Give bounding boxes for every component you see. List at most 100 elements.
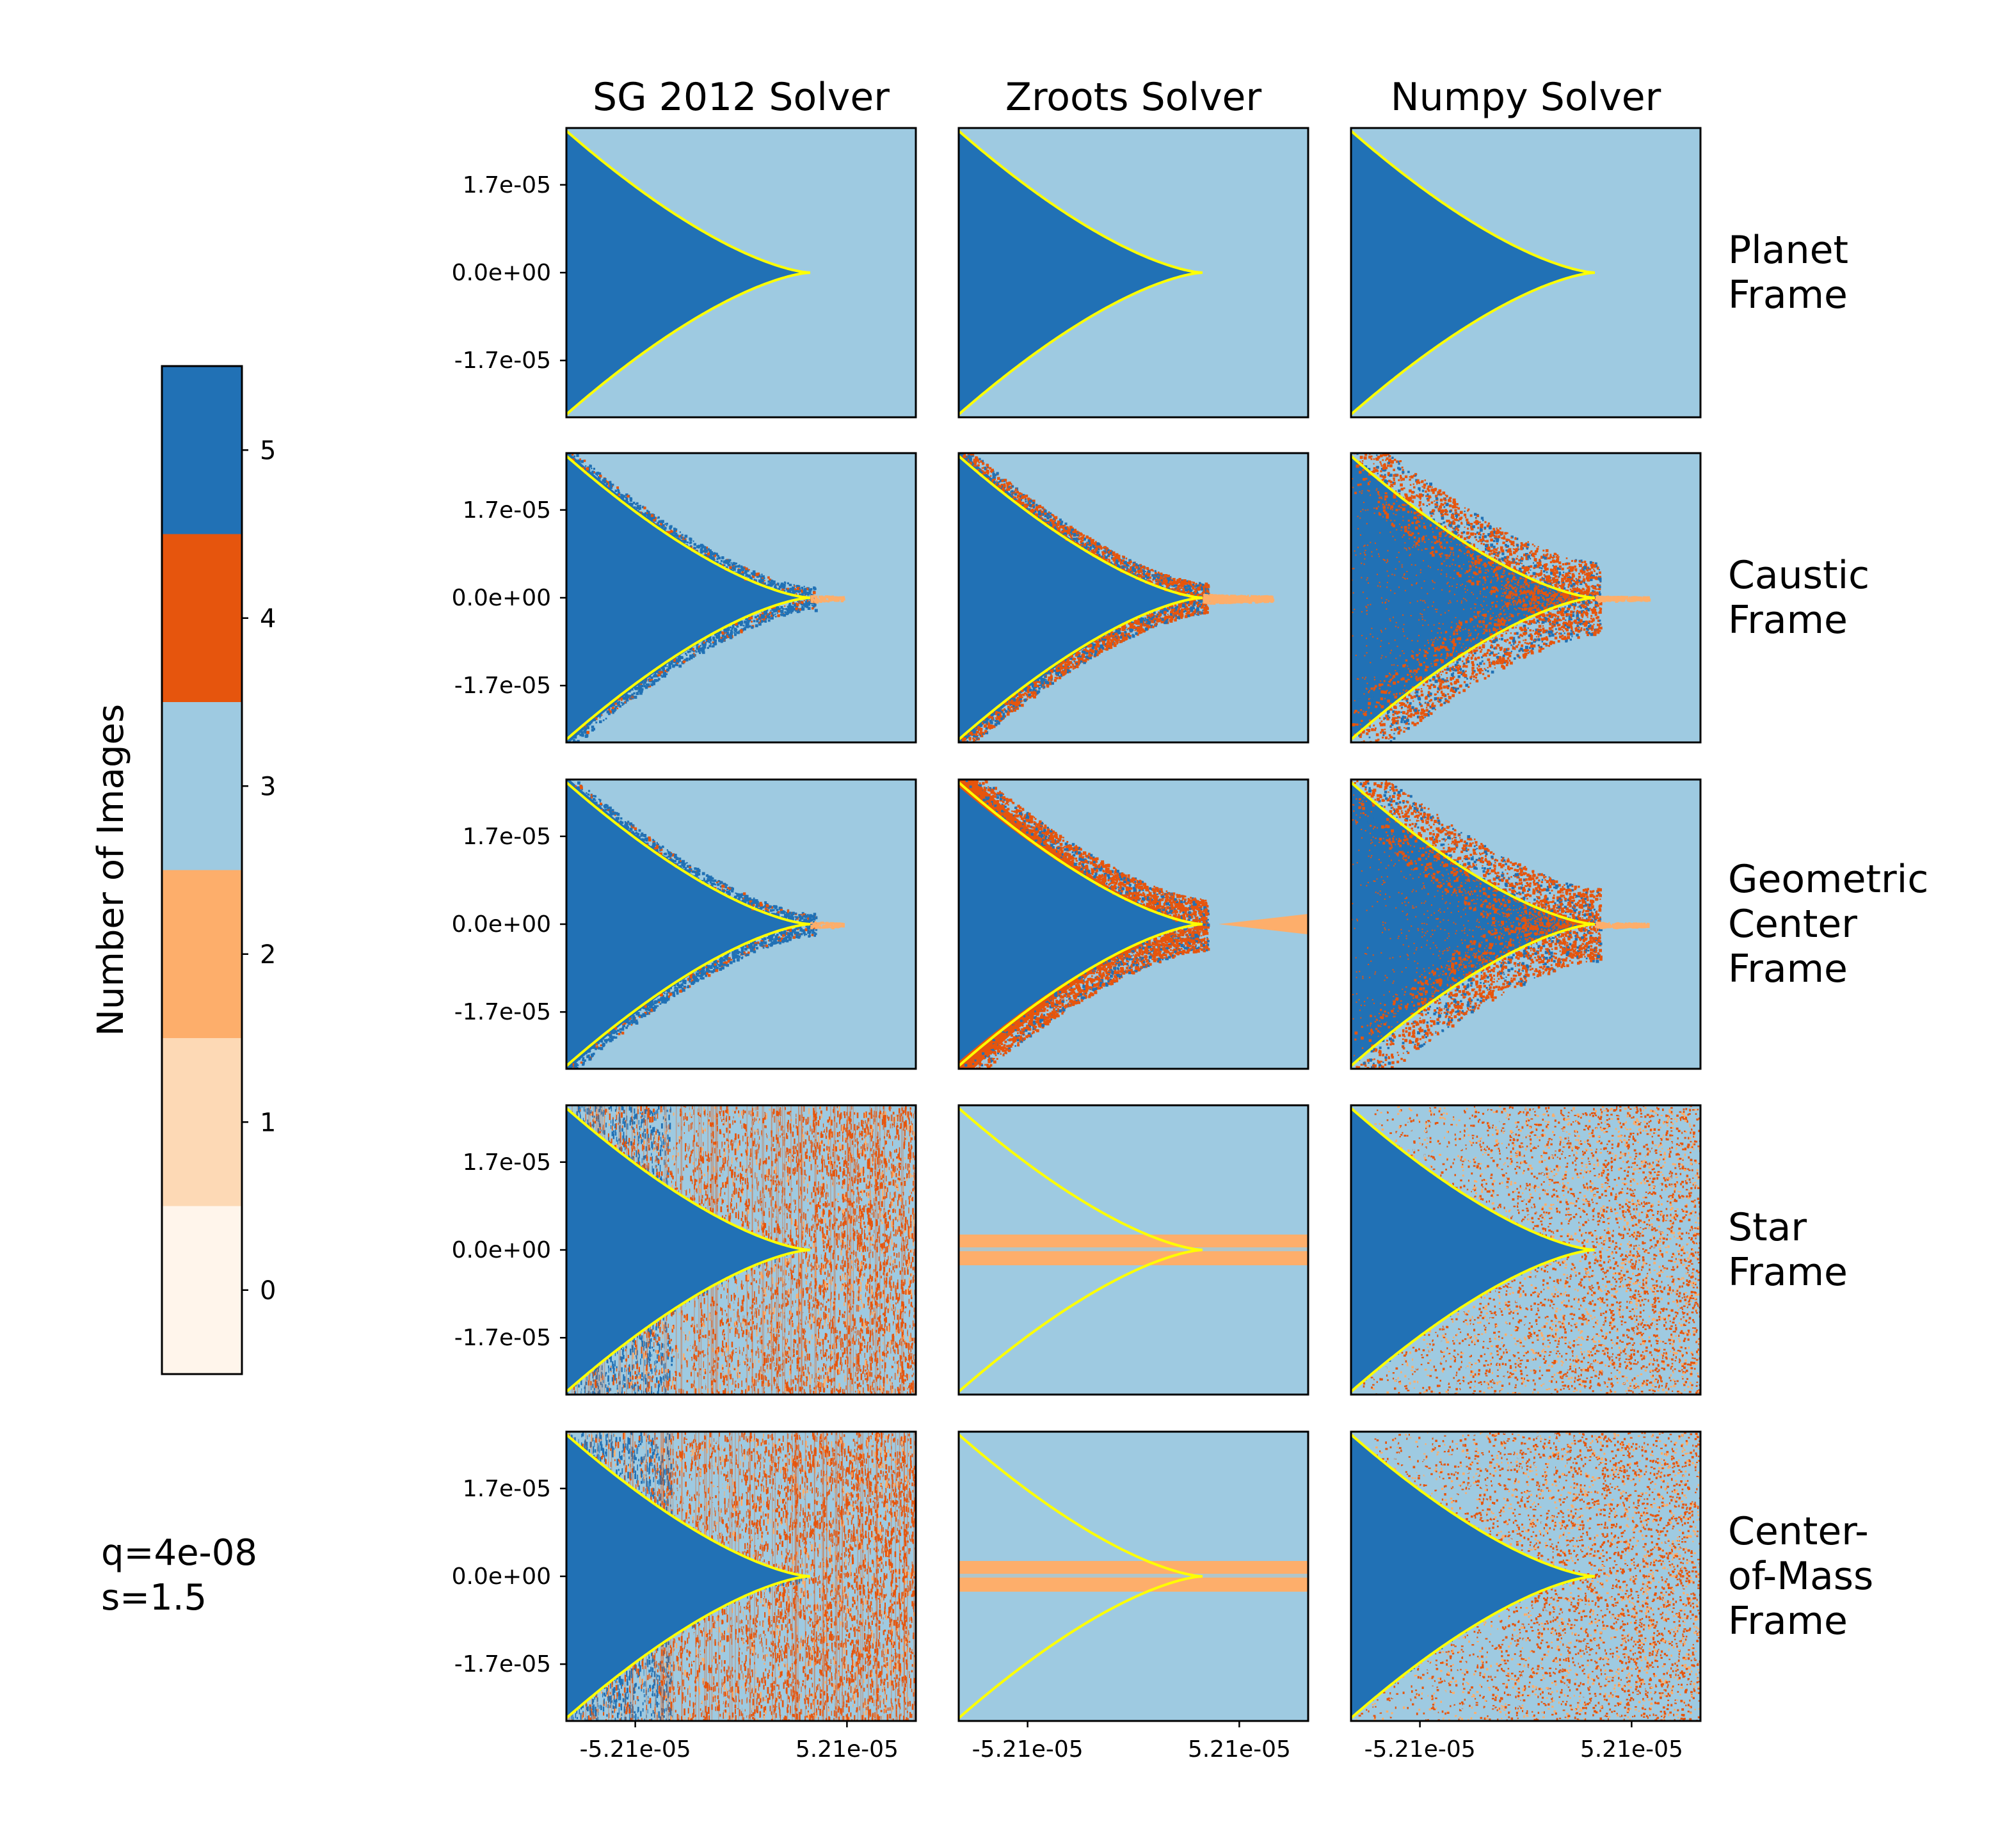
y-tick-label: 0.0e+00 [452,911,551,938]
panel-r3-c1 [957,1104,1309,1396]
caustic-curve [566,1433,811,1720]
region-five-images [566,780,810,1069]
row-label: Geometric [1728,857,1928,902]
interior-noise [1351,794,1596,1057]
panel-image [1351,780,1700,1069]
panel-r2-c2 [1350,778,1702,1070]
row-label: Planet [1728,228,1848,273]
panel-image [1351,1432,1700,1721]
panel-r1-c0: 1.7e-05 0.0e+00 -1.7e-05 [452,452,917,744]
panel-image [566,453,916,742]
y-tick-label: 1.7e-05 [463,1149,551,1176]
panel-r1-c1 [957,452,1309,744]
y-tick-label: 0.0e+00 [452,260,551,286]
row-label: Caustic [1728,553,1869,598]
panel-image [959,780,1308,1069]
row-label: Frame [1728,947,1848,991]
panel-image [566,128,916,417]
y-tick-label: 0.0e+00 [452,585,551,611]
caustic-curve [566,781,811,1068]
panel-r0-c1 [957,127,1309,419]
row-label: Frame [1728,598,1848,643]
caustic-curve [959,454,1203,741]
y-tick-label: 1.7e-05 [463,172,551,198]
column-title: SG 2012 Solver [593,75,890,120]
caustic-curve [1351,129,1596,416]
panel-frame [1350,778,1702,1070]
scatter-points [1352,453,1651,742]
region-five-images [566,1434,810,1718]
x-tick-label: -5.21e-05 [1364,1736,1476,1763]
panel-image [1351,1105,1700,1395]
colorbar-segment [162,1038,242,1206]
panel-r4-c2: -5.21e-05 5.21e-05 [1350,1430,1702,1763]
colorbar-label: Number of Images [90,704,132,1036]
row-labels: PlanetFrameCausticFrameGeometricCenterFr… [1728,228,1928,1644]
caustic-curve [1351,1107,1596,1393]
colorbar-segment [162,702,242,870]
panel-frame [1350,1104,1702,1396]
row-label: Center- [1728,1509,1869,1554]
caustic-curve [959,781,1203,1068]
panel-r3-c0: 1.7e-05 0.0e+00 -1.7e-05 [452,1104,917,1396]
panel-image [959,1105,1308,1395]
caustic-curve [566,454,811,741]
panel-r2-c1 [957,778,1309,1070]
caustic-curve [566,129,811,416]
colorbar-segment [162,1206,242,1374]
caustic-curve [959,1433,1203,1720]
panel-frame [1350,452,1702,744]
row-label: Center [1728,902,1857,947]
panel-r4-c1: -5.21e-05 5.21e-05 [957,1430,1309,1763]
caustic-curve [1351,1433,1596,1720]
y-tick-label: -1.7e-05 [454,1325,551,1351]
panel-image [1351,453,1700,742]
region-five-images [959,787,1203,1062]
region-five-images [959,453,1203,742]
x-tick-label: -5.21e-05 [580,1736,691,1763]
row-label: Frame [1728,1599,1848,1644]
row-label: Frame [1728,273,1848,317]
panel-frame [957,1104,1309,1396]
panel-r0-c2 [1350,127,1702,419]
panel-frame [1350,127,1702,419]
caustic-curve [959,129,1203,416]
x-tick-label: -5.21e-05 [972,1736,1084,1763]
panel-r0-c0: 1.7e-05 0.0e+00 -1.7e-05 [452,127,917,419]
column-title: Numpy Solver [1391,75,1661,120]
panel-image [959,453,1308,742]
colorbar-segment [162,534,242,702]
region-five-images [566,1108,810,1392]
caustic-curve [1351,454,1596,741]
colorbar: 0 1 2 3 4 5 Number of Images [90,365,276,1375]
y-tick-label: 1.7e-05 [463,497,551,524]
panel-r4-c0: 1.7e-05 0.0e+00 -1.7e-05 -5.21e-05 5.21e-05 [452,1430,917,1763]
panel-image [566,1105,916,1395]
caustic-curve [566,1107,811,1393]
panel-r2-c0: 1.7e-05 0.0e+00 -1.7e-05 [452,778,917,1070]
colorbar-tick-label: 2 [260,940,276,970]
x-tick-label: 5.21e-05 [796,1736,899,1763]
colorbar-tick-label: 3 [260,772,276,801]
colorbar-tick-label: 1 [260,1108,276,1137]
param-q-label: q=4e-08 [101,1532,257,1574]
band-center-line [959,1247,1308,1251]
region-five-images [1351,1434,1595,1718]
y-tick-label: -1.7e-05 [454,673,551,699]
y-tick-label: -1.7e-05 [454,999,551,1025]
panel-image [566,780,916,1069]
band-center-line [959,1574,1308,1578]
colorbar-tick-label: 0 [260,1276,276,1306]
caustic-curve [959,1107,1203,1393]
y-tick-label: -1.7e-05 [454,348,551,374]
region-two-images [1219,914,1308,934]
caustic-curve [1351,781,1596,1068]
y-tick-label: 1.7e-05 [463,1476,551,1502]
colorbar-segment [162,366,242,534]
row-label: of-Mass [1728,1554,1873,1599]
row-label: Frame [1728,1250,1848,1295]
panels-grid: 1.7e-05 0.0e+00 -1.7e-05 1.7e-05 0.0e+00 -1.7… [452,127,1702,1763]
region-five-images [566,131,810,415]
panel-image [959,1432,1308,1721]
